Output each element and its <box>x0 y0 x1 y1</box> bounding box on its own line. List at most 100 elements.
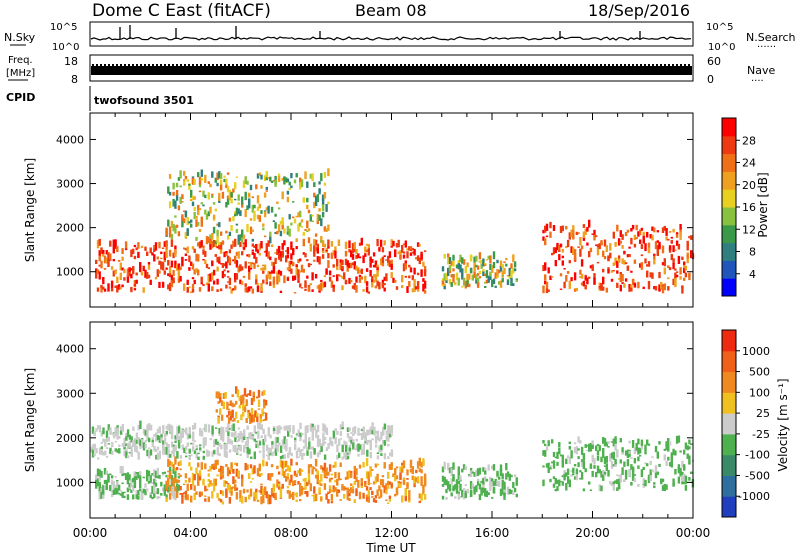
echo-cell <box>513 261 517 268</box>
echo-cell <box>297 223 300 232</box>
echo-cell <box>244 441 248 446</box>
echo-cell <box>498 281 501 285</box>
echo-cell <box>549 275 552 280</box>
echo-cell <box>381 479 385 488</box>
echo-cell <box>399 250 402 259</box>
echo-cell <box>376 452 380 454</box>
echo-cell <box>195 217 198 220</box>
echo-cell <box>475 277 478 284</box>
echo-cell <box>654 471 658 479</box>
echo-cell <box>279 251 283 257</box>
echo-cell <box>170 220 174 228</box>
echo-cell <box>181 264 184 267</box>
echo-cell <box>197 452 200 455</box>
echo-cell <box>220 400 224 406</box>
echo-cell <box>216 453 219 456</box>
echo-cell <box>193 212 196 220</box>
echo-cell <box>220 444 223 450</box>
frequency-sample <box>332 64 334 66</box>
echo-cell <box>244 239 247 248</box>
echo-cell <box>402 243 406 246</box>
echo-cell <box>588 276 591 279</box>
echo-cell <box>304 431 307 440</box>
echo-cell <box>193 440 197 442</box>
echo-cell <box>381 247 385 253</box>
echo-cell <box>226 467 230 475</box>
echo-cell <box>211 425 214 431</box>
echo-cell <box>236 390 240 398</box>
echo-cell <box>677 476 681 484</box>
echo-cell <box>213 441 216 447</box>
echo-cell <box>153 489 156 494</box>
echo-cell <box>251 204 254 213</box>
echo-cell <box>264 434 267 443</box>
echo-cell <box>179 460 182 466</box>
echo-cell <box>499 260 503 267</box>
echo-cell <box>130 273 133 279</box>
echo-cell <box>174 477 177 484</box>
echo-cell <box>214 478 217 486</box>
frequency-sample <box>572 64 574 66</box>
echo-cell <box>330 501 334 504</box>
echo-cell <box>121 284 124 288</box>
echo-cell <box>450 478 453 485</box>
echo-cell <box>584 444 587 448</box>
frequency-sample <box>156 64 158 66</box>
echo-cell <box>491 265 494 273</box>
echo-cell <box>147 480 151 484</box>
echo-cell <box>112 489 115 495</box>
echo-cell <box>240 399 243 405</box>
echo-cell <box>190 442 193 445</box>
frequency-sample <box>128 64 130 66</box>
echo-cell <box>582 224 586 228</box>
echo-cell <box>441 475 445 482</box>
echo-cell <box>119 493 122 496</box>
echo-cell <box>228 439 232 444</box>
echo-cell <box>219 490 223 495</box>
echo-cell <box>256 283 260 285</box>
echo-cell <box>545 281 549 290</box>
echo-cell <box>365 497 369 501</box>
echo-cell <box>260 473 263 476</box>
echo-cell <box>346 492 349 501</box>
echo-cell <box>200 178 203 181</box>
echo-cell <box>619 284 622 292</box>
echo-cell <box>309 283 312 286</box>
echo-cell <box>198 176 202 185</box>
echo-cell <box>172 449 176 454</box>
echo-cell <box>452 462 455 470</box>
echo-cell <box>290 452 293 457</box>
echo-cell <box>637 438 640 445</box>
echo-cell <box>283 240 286 246</box>
echo-cell <box>188 184 191 186</box>
echo-cell <box>489 273 492 280</box>
echo-cell <box>501 485 504 490</box>
echo-cell <box>663 283 666 291</box>
echo-cell <box>656 230 659 233</box>
echo-cell <box>128 474 131 481</box>
echo-cell <box>299 499 302 502</box>
echo-cell <box>139 445 142 450</box>
echo-cell <box>544 238 547 246</box>
echo-cell <box>149 425 153 431</box>
echo-cell <box>217 391 220 399</box>
echo-cell <box>174 456 177 465</box>
echo-cell <box>568 479 571 488</box>
echo-cell <box>288 260 291 270</box>
echo-cell <box>589 465 593 469</box>
echo-cell <box>351 485 355 489</box>
echo-cell <box>385 483 388 490</box>
echo-cell <box>135 247 138 251</box>
echo-cell <box>226 235 230 240</box>
echo-cell <box>683 466 686 471</box>
echo-cell <box>545 223 549 231</box>
echo-cell <box>572 225 575 233</box>
echo-cell <box>677 243 681 250</box>
echo-cell <box>200 240 203 248</box>
echo-cell <box>443 273 446 281</box>
echo-cell <box>243 445 246 453</box>
echo-cell <box>660 281 663 289</box>
frequency-sample <box>684 64 686 66</box>
echo-cell <box>156 452 160 460</box>
echo-cell <box>380 449 383 453</box>
